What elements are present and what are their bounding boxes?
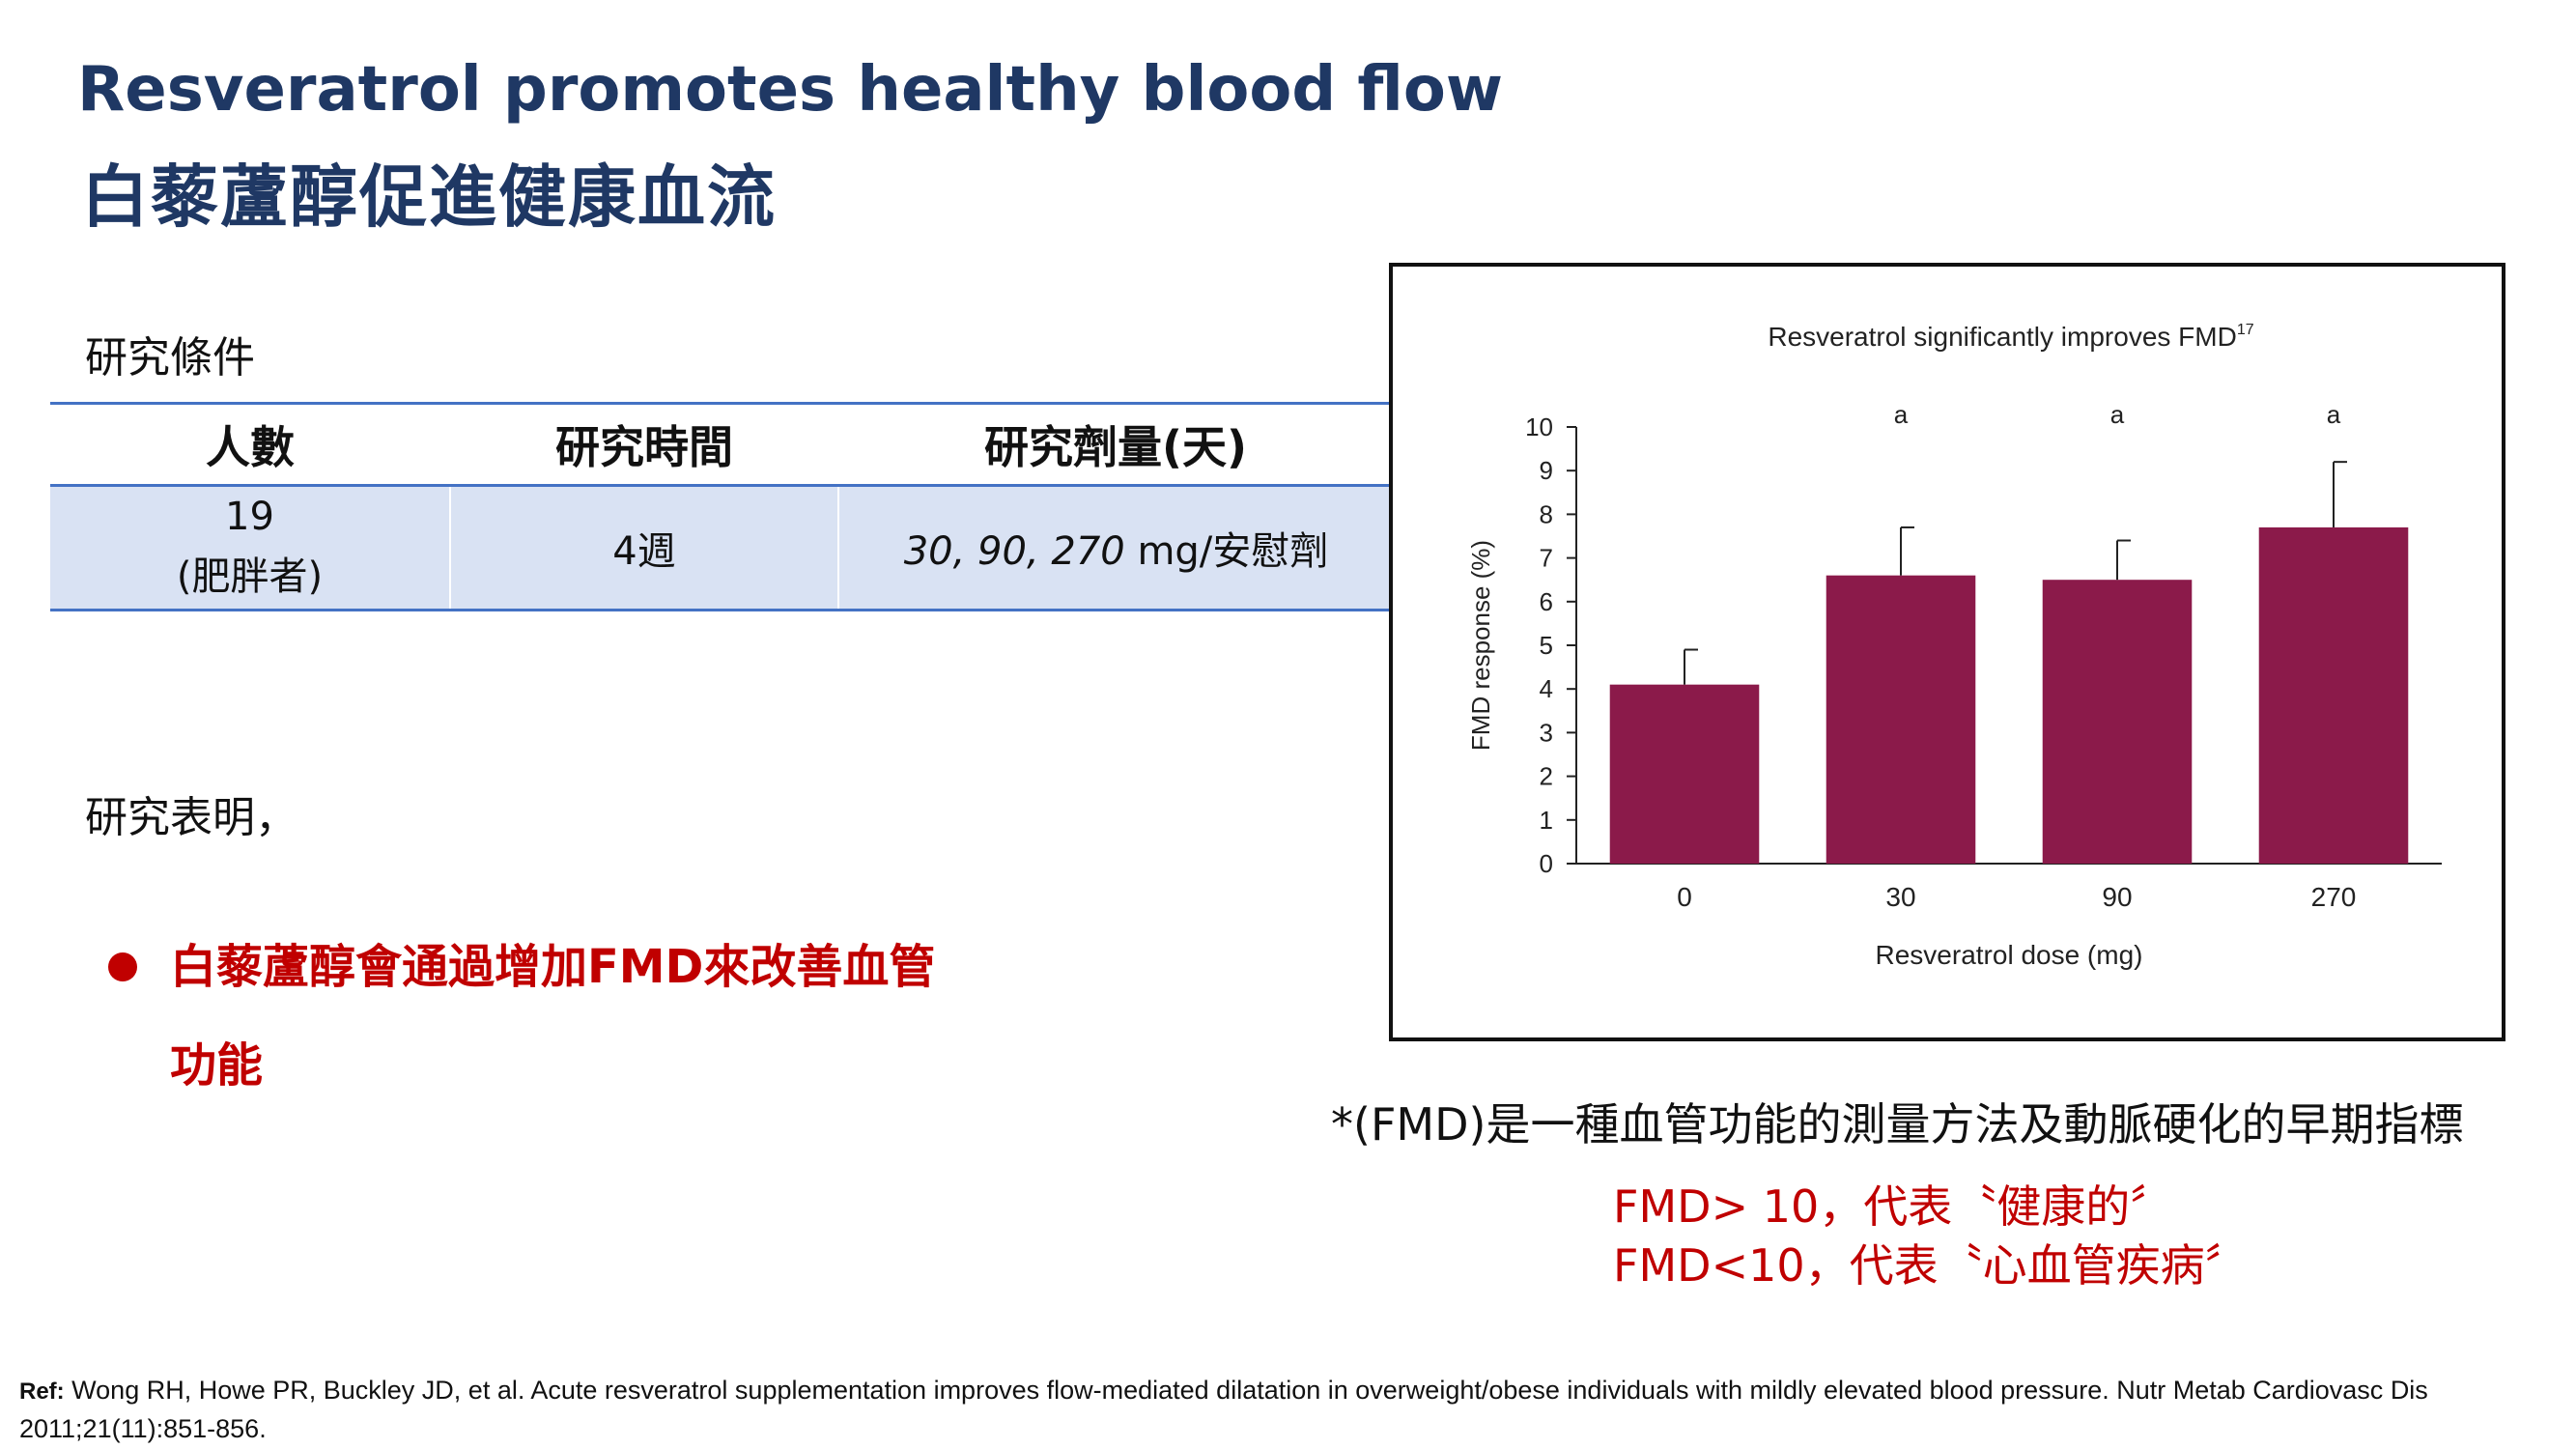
fmd-healthy-line: FMD> 10，代表〝健康的〞 [1613, 1180, 2175, 1233]
y-tick-label: 9 [1540, 456, 1553, 485]
bar-0 [1609, 684, 1760, 864]
significance-label: a [2327, 400, 2341, 429]
fmd-definition: *(FMD)是一種血管功能的測量方法及動脈硬化的早期指標 [1331, 1098, 2464, 1151]
y-tick-label: 5 [1540, 631, 1553, 660]
x-tick-label: 90 [2102, 882, 2132, 912]
x-tick-label: 270 [2311, 882, 2357, 912]
x-axis: 0 30 90 270 [1576, 863, 2442, 912]
table-row: 19 (肥胖者) 4週 30, 90, 270 mg/安慰劑 [50, 485, 1393, 611]
dose-values: 30, 90, 270 [903, 529, 1125, 574]
x-tick-label: 0 [1677, 882, 1692, 912]
study-conditions-label: 研究條件 [85, 333, 255, 383]
y-axis: 0 1 2 3 4 5 6 7 8 9 10 [1525, 412, 1577, 878]
table-header-row: 人數 研究時間 研究劑量(天) [50, 403, 1393, 487]
y-tick-label: 8 [1540, 499, 1553, 528]
y-tick-label: 1 [1540, 806, 1553, 835]
fmd-disease-line: FMD<10，代表〝心血管疾病〞 [1613, 1239, 2250, 1292]
chart-title-main: Resveratrol significantly improves FMD [1768, 322, 2236, 352]
significance-label: a [2110, 400, 2125, 429]
y-tick-label: 10 [1525, 412, 1553, 441]
fmd-bar-chart: Resveratrol significantly improves FMD17… [1466, 322, 2442, 970]
slide-title-en: Resveratrol promotes healthy blood flow [77, 54, 1503, 126]
chart-title: Resveratrol significantly improves FMD17 [1768, 322, 2253, 352]
findings-label: 研究表明， [85, 793, 297, 842]
finding-bullet: 白藜蘆醇會通過增加FMD來改善血管 功能 [108, 918, 1122, 1115]
bar-270 [2258, 526, 2409, 864]
cell-dose: 30, 90, 270 mg/安慰劑 [837, 485, 1393, 611]
header-participants: 人數 [50, 403, 450, 487]
bar-90 [2042, 580, 2193, 864]
bar-30 [1826, 575, 1976, 864]
cell-duration: 4週 [449, 485, 838, 611]
reference-label: Ref: [19, 1378, 65, 1405]
y-tick-label: 6 [1540, 587, 1553, 616]
reference-text: Wong RH, Howe PR, Buckley JD, et al. Acu… [19, 1376, 2428, 1443]
finding-line-1: 白藜蘆醇會通過增加FMD來改善血管 [170, 940, 936, 994]
header-dose: 研究劑量(天) [838, 403, 1393, 487]
y-axis-label: FMD response (%) [1466, 540, 1495, 751]
header-duration: 研究時間 [450, 403, 838, 487]
chart-title-superscript: 17 [2237, 322, 2254, 338]
study-conditions-table: 人數 研究時間 研究劑量(天) 19 (肥胖者) 4週 30, 90, 270 … [50, 402, 1393, 611]
y-tick-label: 2 [1540, 762, 1553, 791]
x-axis-label: Resveratrol dose (mg) [1876, 940, 2143, 970]
participants-note: (肥胖者) [176, 554, 324, 599]
finding-line-2: 功能 [170, 1038, 264, 1093]
y-tick-label: 7 [1540, 544, 1553, 573]
fmd-chart: Resveratrol significantly improves FMD17… [1389, 263, 2505, 1041]
significance-label: a [1894, 400, 1909, 429]
participants-count: 19 [225, 495, 274, 539]
cell-participants: 19 (肥胖者) [50, 485, 450, 611]
y-tick-label: 3 [1540, 718, 1553, 747]
slide-title-zh: 白藜蘆醇促進健康血流 [81, 157, 777, 237]
y-tick-label: 4 [1540, 674, 1553, 703]
bullet-dot-icon [108, 952, 137, 981]
y-tick-label: 0 [1540, 849, 1553, 878]
dose-unit: mg/安慰劑 [1124, 529, 1329, 574]
reference: Ref: Wong RH, Howe PR, Buckley JD, et al… [19, 1372, 2531, 1447]
x-tick-label: 30 [1885, 882, 1915, 912]
